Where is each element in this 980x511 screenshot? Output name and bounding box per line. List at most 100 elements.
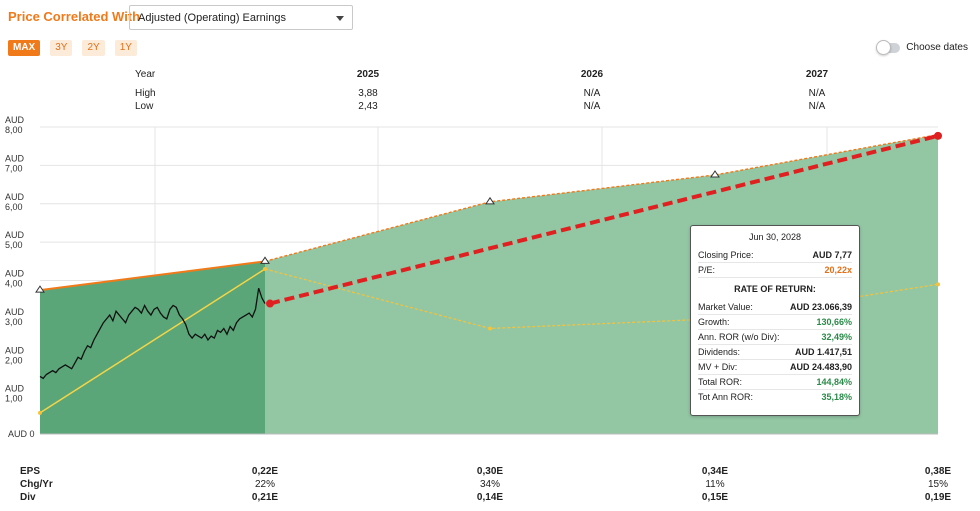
y-tick-label: 6,00 [5, 202, 23, 212]
pe-line [39, 268, 266, 414]
page-title: Price Correlated With [8, 9, 141, 24]
choose-dates-toggle[interactable]: Choose dates [876, 39, 968, 55]
tooltip-ror-row: MV + Div: AUD 24.483,90 [698, 360, 852, 375]
range-2y-button[interactable]: 2Y [82, 40, 105, 56]
pe-point [38, 410, 42, 415]
range-buttons: MAX 3Y 2Y 1Y [8, 40, 137, 56]
div-label: Div [20, 492, 36, 503]
band-marker [710, 170, 720, 178]
y-tick-label: AUD [5, 192, 25, 202]
tooltip-value: AUD 23.066,39 [789, 302, 852, 312]
low-label: Low [135, 101, 154, 112]
choose-dates-label: Choose dates [906, 42, 968, 53]
tooltip-closing-row: Closing Price: AUD 7,77 [698, 248, 852, 263]
y-tick-label: AUD [5, 230, 25, 240]
tooltip-date: Jun 30, 2028 [748, 232, 802, 242]
chart-tooltip: Jun 30, 2028 Closing Price: AUD 7,77 P/E… [690, 225, 860, 416]
tooltip-ror-row: Growth: 130,66% [698, 315, 852, 330]
div-value: 0,19E [924, 492, 952, 503]
tooltip-ror-row: Market Value: AUD 23.066,39 [698, 300, 852, 315]
tooltip-label: P/E: [698, 265, 716, 275]
price-projection-end [934, 131, 942, 140]
price-history-line [39, 287, 266, 380]
range-3y-button[interactable]: 3Y [50, 40, 73, 56]
toggle-switch[interactable] [876, 39, 901, 55]
chg-value: 22% [254, 479, 276, 490]
chg-value: 11% [705, 479, 725, 490]
eps-value: 0,22E [251, 466, 279, 477]
year-2026: 2026 [580, 69, 604, 80]
year-2025: 2025 [356, 69, 380, 80]
tooltip-value: AUD 24.483,90 [789, 362, 852, 372]
band-marker [485, 196, 495, 205]
div-value: 0,15E [701, 492, 729, 503]
tooltip-label: Closing Price: [698, 250, 754, 260]
chevron-down-icon [336, 16, 344, 21]
tooltip-label: MV + Div: [698, 362, 738, 372]
historical-band-area [40, 261, 265, 434]
tooltip-label: Tot Ann ROR: [698, 392, 754, 402]
tooltip-ror-row: Tot Ann ROR: 35,18% [698, 390, 852, 405]
low-2025: 2,43 [358, 101, 378, 112]
pe-point [488, 326, 492, 331]
historical-band-line [39, 260, 266, 292]
y-tick-label: AUD [5, 345, 25, 355]
y-tick-label: AUD [5, 153, 25, 163]
price-projection-start [266, 299, 274, 308]
y-tick-label: AUD 0 [8, 429, 35, 439]
tooltip-value: 32,49% [821, 332, 852, 342]
tooltip-label: Market Value: [698, 302, 753, 312]
pe-point [936, 282, 940, 287]
y-tick-label: 8,00 [5, 125, 23, 135]
high-2026: N/A [583, 88, 601, 99]
tooltip-value: AUD 7,77 [812, 250, 852, 260]
tooltip-ror-row: Ann. ROR (w/o Div): 32,49% [698, 330, 852, 345]
high-2027: N/A [808, 88, 826, 99]
range-1y-button[interactable]: 1Y [114, 40, 137, 56]
y-tick-label: 4,00 [5, 279, 23, 289]
tooltip-label: Total ROR: [698, 377, 743, 387]
tooltip-value: 130,66% [816, 317, 852, 327]
range-max-button[interactable]: MAX [8, 40, 41, 56]
tooltip-pe-row: P/E: 20,22x [698, 263, 852, 278]
band-marker [35, 285, 45, 293]
band-marker [260, 256, 270, 264]
low-2027: N/A [808, 101, 826, 112]
div-value: 0,14E [476, 492, 504, 503]
price-projection-line [269, 133, 939, 306]
y-tick-label: AUD [5, 384, 25, 394]
chg-value: 15% [927, 479, 949, 490]
tooltip-ror-row: Dividends: AUD 1.417,51 [698, 345, 852, 360]
high-label: High [135, 88, 156, 99]
y-tick-label: 3,00 [5, 317, 23, 327]
high-2025: 3,88 [358, 88, 378, 99]
y-tick-label: 7,00 [5, 163, 23, 173]
metric-select-value: Adjusted (Operating) Earnings [138, 12, 286, 24]
tooltip-value: AUD 1.417,51 [794, 347, 852, 357]
metric-select[interactable]: Adjusted (Operating) Earnings [129, 5, 353, 30]
chg-label: Chg/Yr [20, 479, 53, 490]
tooltip-label: Growth: [698, 317, 730, 327]
eps-value: 0,30E [476, 466, 504, 477]
y-tick-label: AUD [5, 269, 25, 279]
eps-value: 0,38E [924, 466, 952, 477]
tooltip-value: 144,84% [816, 377, 852, 387]
year-label: Year [135, 69, 156, 80]
year-2027: 2027 [805, 69, 829, 80]
tooltip-ror-header: RATE OF RETURN: [734, 284, 816, 294]
eps-value: 0,34E [701, 466, 729, 477]
y-tick-label: AUD [5, 307, 25, 317]
low-2026: N/A [583, 101, 601, 112]
tooltip-label: Dividends: [698, 347, 741, 357]
div-value: 0,21E [251, 492, 279, 503]
chg-value: 34% [479, 479, 501, 490]
tooltip-ror-row: Total ROR: 144,84% [698, 375, 852, 390]
tooltip-value: 35,18% [821, 392, 852, 402]
tooltip-label: Ann. ROR (w/o Div): [698, 332, 780, 342]
y-tick-label: AUD [5, 115, 25, 125]
y-tick-label: 1,00 [5, 394, 23, 404]
y-tick-label: 2,00 [5, 355, 23, 365]
tooltip-value: 20,22x [824, 265, 852, 275]
y-tick-label: 5,00 [5, 240, 23, 250]
pe-point [263, 266, 267, 271]
